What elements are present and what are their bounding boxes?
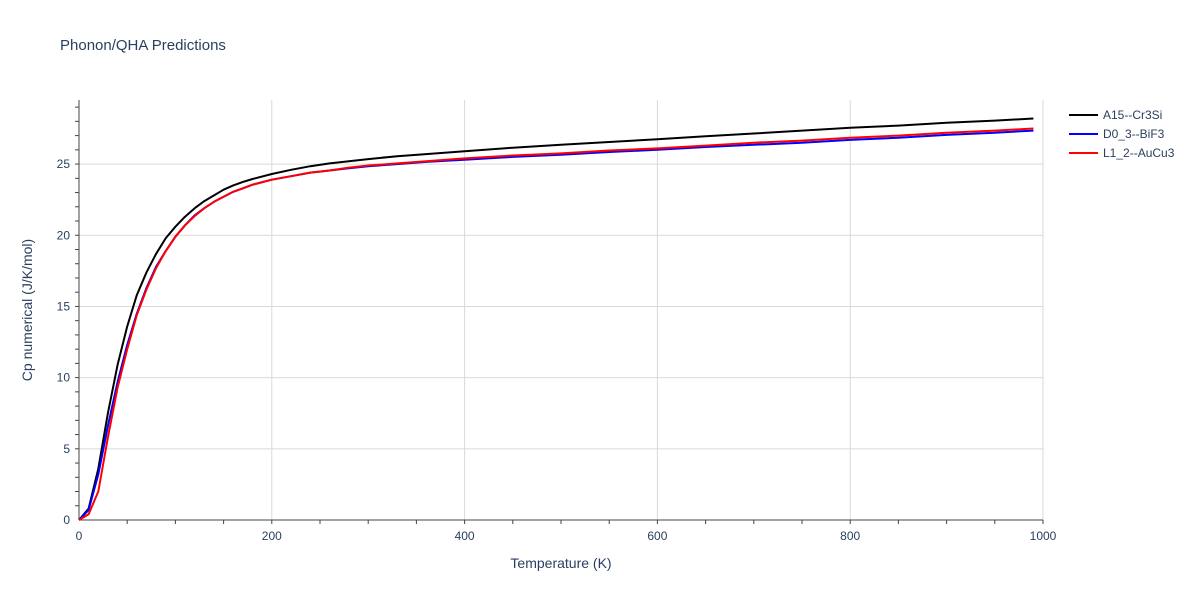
legend-label: D0_3--BiF3 [1103,127,1165,141]
y-tick-label: 10 [57,371,71,385]
minor-ticks [75,106,1044,524]
x-tick-label: 200 [262,529,282,543]
legend-item[interactable]: L1_2--AuCu3 [1069,146,1175,160]
x-tick-label: 600 [647,529,667,543]
grid [79,100,1044,520]
series-line-1 [78,117,1034,521]
tick-labels: 0 200 400 600 800 1000 0 5 10 15 20 25 [57,157,1057,543]
x-tick-label: 1000 [1030,529,1057,543]
series-line-2 [78,129,1034,521]
x-axis-label: Temperature (K) [510,555,611,571]
x-tick-label: 0 [76,529,83,543]
x-tick-label: 400 [455,529,475,543]
y-tick-label: 25 [57,157,71,171]
y-tick-label: 0 [63,513,70,527]
x-tick-label: 800 [840,529,860,543]
series-line-3 [78,127,1034,521]
legend-label: L1_2--AuCu3 [1103,146,1175,160]
legend-item[interactable]: A15--Cr3Si [1069,108,1162,122]
legend-item[interactable]: D0_3--BiF3 [1069,127,1165,141]
y-axis-label: Cp numerical (J/K/mol) [19,239,35,381]
axes [78,100,1043,521]
y-tick-label: 15 [57,299,71,313]
chart-title: Phonon/QHA Predictions [60,37,226,54]
y-tick-label: 20 [57,228,71,242]
series-lines [78,117,1034,521]
legend-label: A15--Cr3Si [1103,108,1162,122]
y-tick-label: 5 [63,442,70,456]
legend[interactable]: A15--Cr3Si D0_3--BiF3 L1_2--AuCu3 [1069,108,1175,160]
